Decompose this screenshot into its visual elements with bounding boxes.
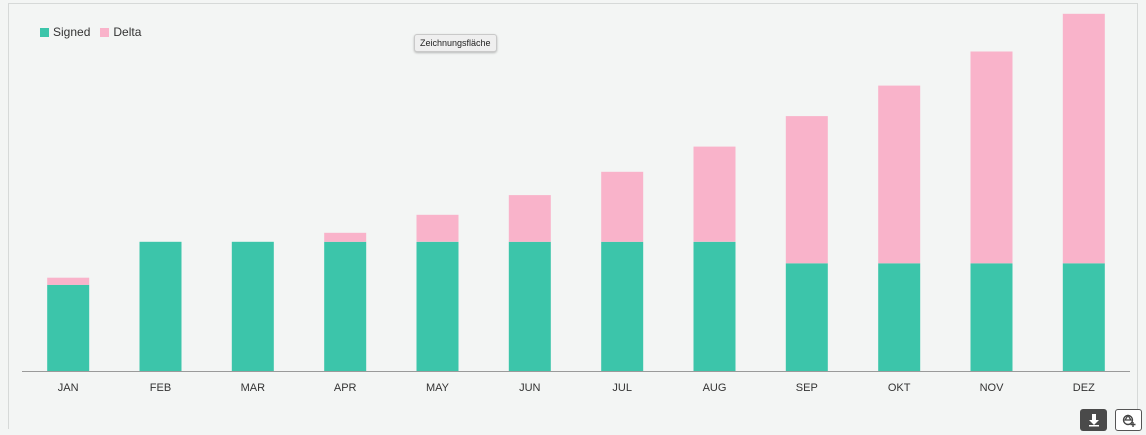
download-icon — [1088, 414, 1099, 427]
legend-item-signed[interactable]: Signed — [40, 25, 90, 39]
bar-signed-apr[interactable] — [324, 241, 367, 371]
bar-signed-may[interactable] — [416, 241, 459, 371]
bar-delta-okt[interactable] — [878, 85, 921, 264]
bar-delta-jul[interactable] — [601, 171, 644, 242]
chart-legend: Signed Delta — [40, 25, 141, 39]
plot-area-tooltip: Zeichnungsfläche — [414, 34, 497, 52]
share-icon — [1122, 414, 1135, 427]
x-tick-label: JUN — [519, 382, 540, 394]
bar-signed-dez[interactable] — [1062, 263, 1105, 371]
bar-delta-sep[interactable] — [785, 116, 828, 264]
bar-signed-aug[interactable] — [693, 241, 736, 371]
x-tick-label: FEB — [150, 382, 171, 394]
x-tick-label: NOV — [980, 382, 1005, 394]
bar-delta-aug[interactable] — [693, 146, 736, 242]
x-tick-label: AUG — [703, 382, 727, 394]
bar-delta-jan[interactable] — [47, 277, 90, 285]
share-button[interactable] — [1115, 409, 1142, 431]
legend-label-signed: Signed — [53, 25, 91, 39]
chart-frame — [8, 3, 1138, 429]
x-tick-label: JUL — [612, 382, 632, 394]
x-tick-label: JAN — [58, 382, 79, 394]
bar-delta-may[interactable] — [416, 214, 459, 242]
bar-delta-apr[interactable] — [324, 232, 367, 242]
x-tick-label: MAY — [426, 382, 450, 394]
x-tick-label: MAR — [241, 382, 266, 394]
bar-signed-okt[interactable] — [878, 263, 921, 371]
x-tick-label: SEP — [796, 382, 818, 394]
bar-signed-feb[interactable] — [139, 241, 182, 371]
x-tick-label: APR — [334, 382, 357, 394]
legend-label-delta: Delta — [113, 25, 142, 39]
bar-signed-jun[interactable] — [508, 241, 551, 371]
bar-signed-nov[interactable] — [970, 263, 1013, 371]
bar-delta-nov[interactable] — [970, 51, 1013, 264]
bar-delta-dez[interactable] — [1062, 13, 1105, 264]
bar-signed-jan[interactable] — [47, 284, 90, 371]
legend-swatch-delta — [100, 27, 110, 37]
bar-signed-jul[interactable] — [601, 241, 644, 371]
legend-item-delta[interactable]: Delta — [100, 25, 141, 39]
bar-signed-sep[interactable] — [785, 263, 828, 371]
legend-swatch-signed — [40, 27, 49, 37]
x-tick-label: DEZ — [1073, 382, 1095, 394]
download-button[interactable] — [1080, 409, 1107, 431]
x-tick-label: OKT — [888, 382, 911, 394]
bar-signed-mar[interactable] — [231, 241, 274, 371]
bar-delta-jun[interactable] — [508, 195, 551, 242]
